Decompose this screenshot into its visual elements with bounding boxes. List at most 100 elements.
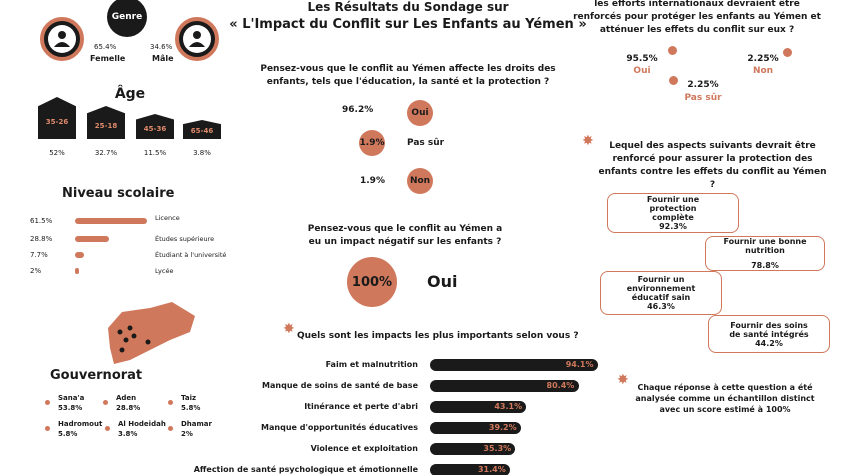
aspect-percent: 92.3% bbox=[659, 222, 687, 231]
governorate-percent: 53.8% bbox=[58, 404, 83, 412]
answer-label: Pas sûr bbox=[684, 93, 722, 103]
impact-bar bbox=[430, 422, 521, 434]
impact-bar bbox=[430, 401, 527, 413]
dot bbox=[45, 426, 50, 431]
answer-label: Pas sûr bbox=[407, 138, 445, 148]
answer-label: Oui bbox=[407, 100, 433, 126]
age-house: 25-18 bbox=[87, 106, 125, 139]
answer-percent: 2.25% bbox=[687, 80, 719, 90]
impact-label: Affection de santé psychologique et émot… bbox=[193, 465, 418, 474]
answer-percent: 2.25% bbox=[747, 54, 779, 64]
governorate-percent: 2% bbox=[181, 430, 193, 438]
yemen-map bbox=[108, 302, 195, 364]
education-title: Niveau scolaire bbox=[62, 186, 175, 201]
female-label: Femelle bbox=[90, 54, 126, 63]
education-percent: 2% bbox=[30, 267, 42, 275]
age-title: Âge bbox=[114, 86, 146, 102]
age-house: 65-46 bbox=[183, 120, 221, 139]
star-icon: ✸ bbox=[582, 133, 594, 149]
aspect-box: Fournir des soins de santé intégrés 44.2% bbox=[708, 315, 830, 353]
impact-label: Faim et malnutrition bbox=[325, 360, 418, 369]
impact-bar bbox=[430, 380, 579, 392]
dot bbox=[105, 426, 110, 431]
governorate-name: Aden bbox=[116, 394, 137, 402]
governorate-name: Sana'a bbox=[58, 394, 85, 402]
education-percent: 28.8% bbox=[30, 235, 53, 243]
impact-value: 39.2% bbox=[488, 423, 517, 432]
male-label: Mâle bbox=[152, 54, 174, 63]
aspect-percent: 78.8% bbox=[751, 261, 779, 270]
education-bar bbox=[75, 236, 109, 242]
dot bbox=[103, 400, 108, 405]
title-line1: Les Résultats du Sondage sur bbox=[307, 0, 509, 14]
impact-bar bbox=[430, 464, 510, 475]
impact-label: Manque d'opportunités éducatives bbox=[261, 423, 418, 432]
aspect-box: Fournir une protection complète 92.3% bbox=[607, 193, 739, 233]
gender-title: Genre bbox=[107, 0, 147, 37]
dot bbox=[45, 400, 50, 405]
age-house: 35-26 bbox=[38, 97, 76, 139]
note: Chaque réponse à cette question a été an… bbox=[635, 383, 815, 414]
governorate-percent: 5.8% bbox=[181, 404, 201, 412]
dot bbox=[669, 76, 678, 85]
answer-percent: 95.5% bbox=[626, 54, 658, 64]
impact-bar bbox=[430, 443, 516, 455]
impact-value: 80.4% bbox=[546, 381, 575, 390]
male-icon bbox=[175, 17, 219, 61]
answer-label: Non bbox=[407, 168, 433, 194]
star-icon: ✸ bbox=[617, 372, 629, 388]
governorate-name: Dhamar bbox=[181, 420, 212, 428]
governorate-percent: 3.8% bbox=[118, 430, 138, 438]
education-bar bbox=[75, 252, 84, 258]
aspect-label: Fournir un environnement éducatif sain bbox=[626, 275, 696, 302]
aspect-label: Fournir une bonne nutrition bbox=[723, 237, 807, 255]
age-percent: 52% bbox=[49, 149, 65, 157]
education-bar bbox=[75, 268, 79, 274]
impact-value: 31.4% bbox=[477, 465, 506, 474]
question: les efforts internationaux devraient êtr… bbox=[573, 0, 821, 35]
answer-percent: 100% bbox=[347, 257, 397, 307]
education-label: Études supérieure bbox=[155, 235, 215, 243]
question: Lequel des aspects suivants devrait être… bbox=[598, 141, 827, 190]
question: Pensez-vous que le conflit au Yémen a eu… bbox=[307, 224, 503, 247]
age-house: 45-36 bbox=[136, 114, 174, 139]
impact-value: 35.3% bbox=[483, 444, 512, 453]
governorate-name: Hadromout bbox=[58, 420, 103, 428]
answer-label: Oui bbox=[633, 66, 651, 76]
governorate-name: Taiz bbox=[181, 394, 197, 402]
impact-bar bbox=[430, 359, 598, 371]
dot bbox=[168, 426, 173, 431]
impact-label: Itinérance et perte d'abri bbox=[304, 402, 418, 411]
dot bbox=[168, 400, 173, 405]
education-label: Étudiant à l'université bbox=[155, 251, 227, 259]
governorate-percent: 5.8% bbox=[58, 430, 78, 438]
age-percent: 32.7% bbox=[94, 149, 118, 157]
education-percent: 7.7% bbox=[30, 251, 48, 259]
question: Quels sont les impacts les plus importan… bbox=[297, 331, 579, 341]
aspect-percent: 46.3% bbox=[647, 302, 675, 311]
answer-percent: 1.9% bbox=[360, 176, 385, 186]
impact-label: Violence et exploitation bbox=[310, 444, 418, 453]
female-percent: 65.4% bbox=[94, 43, 117, 51]
dot bbox=[783, 48, 792, 57]
aspect-label: Fournir des soins de santé intégrés bbox=[729, 320, 809, 339]
answer-percent: 1.9% bbox=[359, 130, 385, 156]
impact-value: 43.1% bbox=[494, 402, 523, 411]
governorate-percent: 28.8% bbox=[116, 404, 141, 412]
answer-label: Non bbox=[752, 66, 774, 76]
star-icon: ✸ bbox=[283, 321, 295, 337]
female-icon bbox=[40, 17, 84, 61]
aspect-box: Fournir un environnement éducatif sain 46… bbox=[600, 271, 722, 315]
male-percent: 34.6% bbox=[150, 43, 173, 51]
education-label: Licence bbox=[155, 214, 180, 222]
aspect-percent: 44.2% bbox=[755, 338, 783, 348]
education-bar bbox=[75, 218, 147, 224]
aspect-box: Fournir une bonne nutrition 78.8% bbox=[705, 236, 825, 271]
education-percent: 61.5% bbox=[30, 217, 53, 225]
age-percent: 11.5% bbox=[143, 149, 167, 157]
dot bbox=[668, 46, 677, 55]
governorate-name: Al Hodeidah bbox=[118, 420, 166, 428]
title-line2: « L'Impact du Conflit sur Les Enfants au… bbox=[229, 17, 587, 32]
question: Pensez-vous que le conflit au Yémen affe… bbox=[260, 64, 556, 87]
